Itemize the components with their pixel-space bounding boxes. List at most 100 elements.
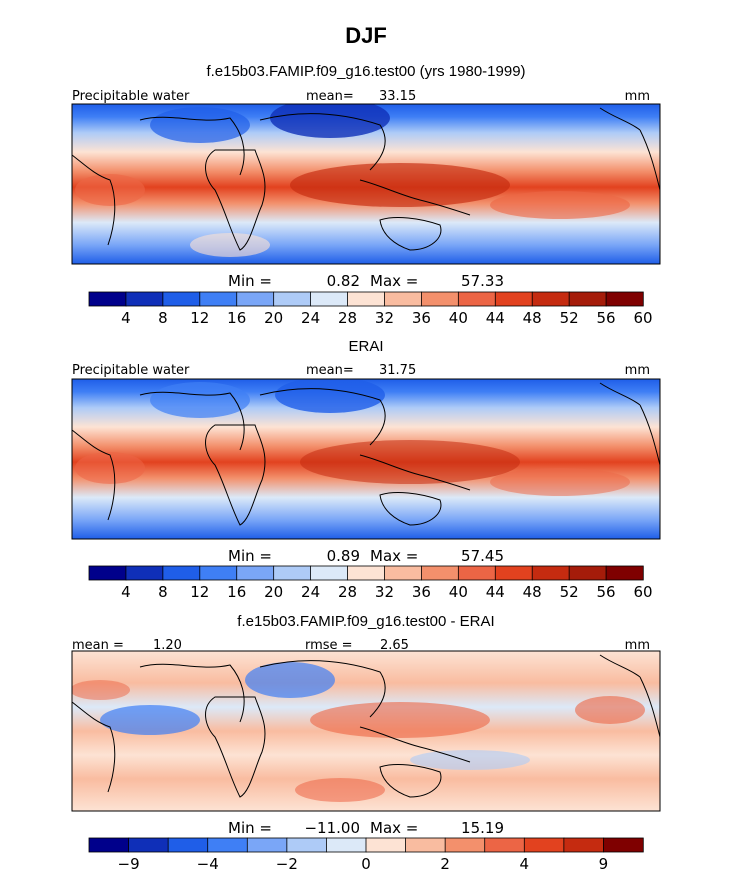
colorbar-box: [347, 291, 386, 307]
panel-erai-colorbar: 4 8 12 16 20 24 28 32 36 40 44 48 52 56 60: [88, 565, 653, 601]
panel-erai-max-label: Max =: [370, 547, 418, 565]
colorbar-tick-label: 16: [227, 309, 246, 327]
panel-difference-rmse-label: rmse =: [305, 638, 353, 653]
panel-model-max: 57.33: [461, 272, 504, 290]
colorbar-tick-label: 28: [338, 309, 357, 327]
panel-model: f.e15b03.FAMIP.f09_g16.test00 (yrs 1980-…: [71, 63, 661, 327]
colorbar-box: [494, 291, 533, 307]
colorbar-box: [420, 565, 460, 581]
colorbar-tick-label: 2: [440, 855, 450, 873]
colorbar-tick-label: 20: [264, 583, 283, 601]
panel-model-mean-label: mean=: [306, 89, 354, 104]
colorbar-box: [384, 291, 423, 307]
colorbar-tick-label: 16: [227, 583, 246, 601]
panel-difference-min: −11.00: [304, 819, 360, 837]
colorbar-tick-label: 4: [520, 855, 530, 873]
colorbar-box: [605, 565, 644, 581]
colorbar-box: [603, 837, 644, 853]
panel-difference-mean-label: mean =: [72, 638, 124, 653]
panel-model-frame: [71, 103, 661, 265]
panel-erai-variable: Precipitable water: [72, 363, 190, 378]
colorbar-box: [207, 837, 248, 853]
colorbar-tick-label: 44: [486, 309, 505, 327]
panel-difference-frame: [71, 650, 661, 812]
colorbar-tick-label: 32: [375, 309, 394, 327]
colorbar-tick-label: 52: [560, 583, 579, 601]
colorbar-tick-label: 48: [523, 583, 542, 601]
colorbar-box: [605, 291, 644, 307]
colorbar-box: [162, 565, 201, 581]
colorbar-tick-label: 0: [361, 855, 371, 873]
panel-difference-max: 15.19: [461, 819, 504, 837]
colorbar-box: [125, 565, 164, 581]
panel-model-title: f.e15b03.FAMIP.f09_g16.test00 (yrs 1980-…: [206, 63, 525, 80]
colorbar-tick-label: 52: [560, 309, 579, 327]
panel-model-mean: 33.15: [379, 89, 416, 104]
colorbar-tick-label: 56: [597, 309, 616, 327]
colorbar-box: [199, 565, 238, 581]
colorbar-box: [88, 565, 127, 581]
colorbar-box: [405, 837, 446, 853]
colorbar-box: [484, 837, 525, 853]
colorbar-tick-label: 24: [301, 309, 320, 327]
panel-difference-rmse: 2.65: [380, 638, 409, 653]
panel-model-variable: Precipitable water: [72, 89, 190, 104]
colorbar-box: [568, 565, 607, 581]
colorbar-box: [125, 291, 164, 307]
panel-erai: ERAI Precipitable water mean= 31.75 mm M…: [71, 338, 661, 601]
panel-difference-field: [72, 651, 660, 811]
colorbar-tick-label: 24: [301, 583, 320, 601]
panel-difference: f.e15b03.FAMIP.f09_g16.test00 - ERAI mea…: [71, 613, 661, 873]
colorbar-box: [444, 837, 486, 853]
colorbar-tick-label: 20: [264, 309, 283, 327]
colorbar-box: [531, 565, 570, 581]
colorbar-tick-label: −2: [276, 855, 298, 873]
colorbar-box: [246, 837, 288, 853]
colorbar-box: [310, 565, 349, 581]
colorbar-box: [310, 291, 349, 307]
colorbar-box: [563, 837, 605, 853]
colorbar-tick-label: 40: [449, 309, 468, 327]
colorbar-tick-label: 4: [121, 583, 131, 601]
colorbar-box: [236, 565, 275, 581]
colorbar-tick-label: 8: [158, 583, 168, 601]
colorbar-box: [568, 291, 607, 307]
colorbar-box: [326, 837, 367, 853]
panel-difference-coastlines: [72, 654, 660, 798]
panel-model-min: 0.82: [327, 272, 360, 290]
panel-model-units: mm: [625, 89, 650, 104]
panel-difference-min-label: Min =: [228, 819, 272, 837]
colorbar-box: [457, 565, 496, 581]
colorbar-tick-label: 60: [633, 309, 652, 327]
panel-model-min-label: Min =: [228, 272, 272, 290]
colorbar-box: [88, 837, 130, 853]
colorbar-tick-label: 32: [375, 583, 394, 601]
colorbar-box: [384, 565, 423, 581]
panel-erai-min-label: Min =: [228, 547, 272, 565]
colorbar-tick-label: −9: [118, 855, 140, 873]
panel-erai-min: 0.89: [327, 547, 360, 565]
panel-model-coastlines: [72, 107, 660, 251]
panel-erai-coastlines: [72, 382, 660, 526]
panel-erai-frame: [71, 378, 661, 540]
colorbar-box: [162, 291, 201, 307]
colorbar-tick-label: 36: [412, 583, 431, 601]
colorbar-box: [457, 291, 496, 307]
colorbar-box: [273, 565, 312, 581]
colorbar-box: [365, 837, 407, 853]
colorbar-tick-label: 48: [523, 309, 542, 327]
panel-model-field: [72, 104, 660, 264]
colorbar-tick-label: −4: [197, 855, 219, 873]
colorbar-tick-label: 60: [633, 583, 652, 601]
panel-erai-units: mm: [625, 363, 650, 378]
colorbar-box: [273, 291, 312, 307]
colorbar-box: [420, 291, 460, 307]
colorbar-tick-label: 4: [121, 309, 131, 327]
colorbar-box: [236, 291, 275, 307]
colorbar-tick-label: 12: [190, 309, 209, 327]
panel-erai-mean-label: mean=: [306, 363, 354, 378]
panel-difference-max-label: Max =: [370, 819, 418, 837]
colorbar-box: [167, 837, 209, 853]
colorbar-box: [494, 565, 533, 581]
